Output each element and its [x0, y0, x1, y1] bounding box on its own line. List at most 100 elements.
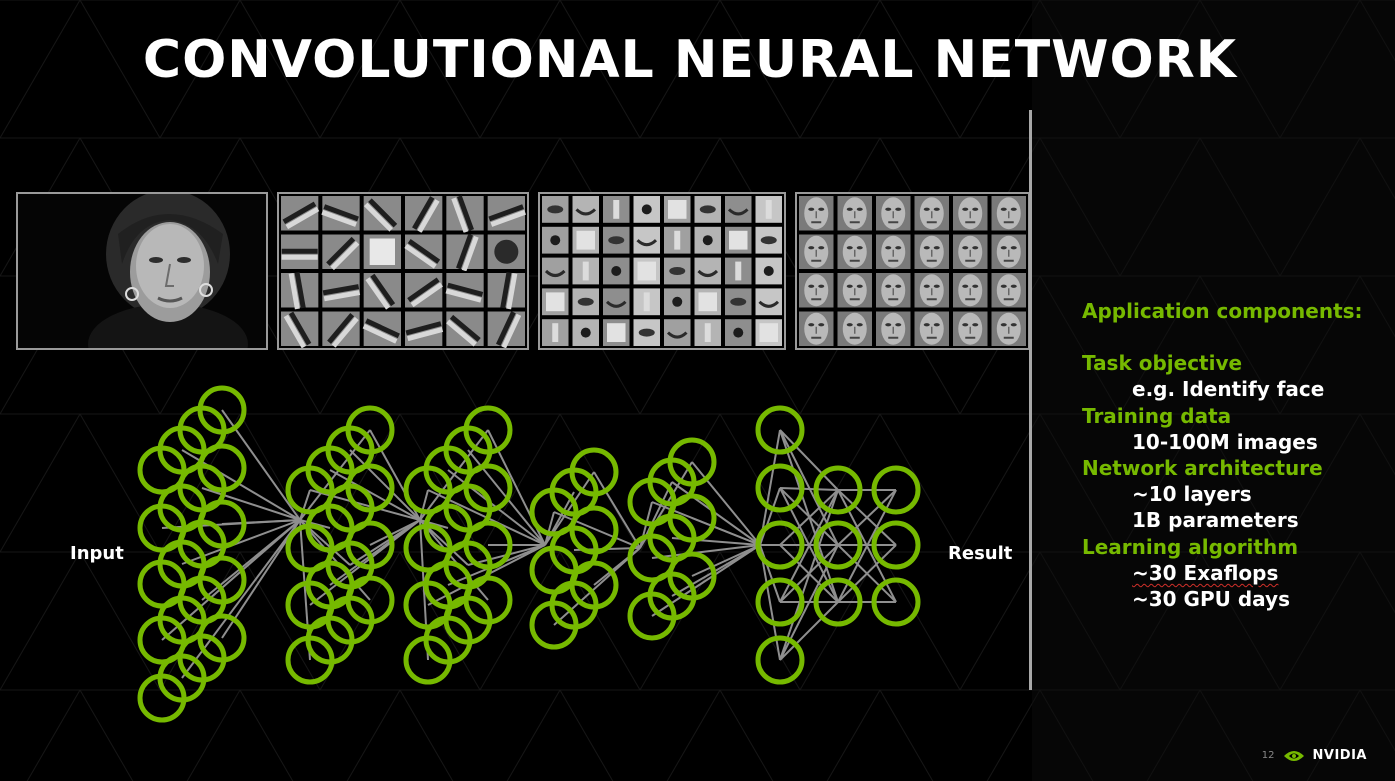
- connection-line: [161, 519, 301, 641]
- facial-part-features-panel: [538, 192, 786, 350]
- connection-line: [181, 519, 301, 679]
- facial-part-cell: [570, 224, 601, 256]
- facial-part-cell: [692, 224, 723, 256]
- facial-part-cell: [631, 194, 662, 225]
- connection-line: [299, 429, 371, 521]
- facial-part-cell: [723, 194, 754, 225]
- face-template-cell: [951, 194, 990, 233]
- network-architecture-heading: Network architecture: [1082, 456, 1323, 481]
- connection-line: [759, 429, 781, 546]
- facial-part-cell: [601, 194, 632, 225]
- neuron-circle: [627, 533, 677, 583]
- edge-filter-cell: [361, 271, 403, 310]
- facial-part-cell: [753, 194, 784, 225]
- connection-line: [779, 429, 839, 491]
- face-template-cell: [951, 232, 990, 271]
- face-template-cell: [874, 309, 913, 348]
- facial-part-cell: [692, 286, 723, 318]
- edge-filter-cell: [361, 194, 403, 233]
- connection-line: [779, 489, 839, 661]
- edge-filter-cell: [320, 232, 362, 271]
- page-number: 12: [1261, 750, 1275, 761]
- facial-part-cell: [692, 317, 723, 348]
- task-objective-value: e.g. Identify face: [1132, 377, 1325, 402]
- connection-line: [544, 491, 575, 546]
- facial-part-cell: [601, 255, 632, 287]
- neuron-circle: [529, 600, 579, 650]
- face-template-cell: [989, 194, 1028, 233]
- network-nodes: [137, 385, 921, 723]
- facial-part-cell: [540, 255, 571, 287]
- edge-filter-cell: [444, 194, 486, 233]
- connection-line: [779, 487, 839, 491]
- edge-filter-cell: [361, 309, 403, 348]
- edge-filters-panel: [277, 192, 529, 350]
- edge-filter-cell: [279, 271, 321, 310]
- edge-filter-cell: [485, 309, 527, 348]
- facial-part-cell: [540, 317, 571, 348]
- edge-filter-cell: [320, 194, 362, 233]
- edge-filter-cell: [403, 232, 445, 271]
- face-template-grid: [797, 194, 1028, 348]
- neuron-circle: [627, 591, 677, 641]
- facial-part-cell: [753, 286, 784, 318]
- neuron-circle: [755, 577, 805, 627]
- learning-algorithm-heading: Learning algorithm: [1082, 534, 1299, 559]
- facial-part-cell: [723, 255, 754, 287]
- neuron-circle: [285, 580, 335, 630]
- edge-filter-cell: [361, 232, 403, 271]
- edge-filter-cell: [485, 194, 527, 233]
- facial-part-cell: [753, 317, 784, 348]
- facial-part-cell: [692, 255, 723, 287]
- face-template-cell: [874, 232, 913, 271]
- facial-part-cell: [540, 224, 571, 256]
- connection-line: [691, 461, 761, 546]
- face-photo: [18, 194, 266, 348]
- facial-part-cell: [631, 224, 662, 256]
- facial-part-cell: [601, 317, 632, 348]
- connection-line: [349, 449, 421, 521]
- connection-line: [201, 487, 301, 521]
- facial-part-cell: [753, 224, 784, 256]
- connection-line: [329, 469, 421, 521]
- face-template-cell: [835, 309, 874, 348]
- neuron-circle: [871, 465, 921, 515]
- edge-filter-cell: [485, 271, 527, 310]
- connection-line: [593, 471, 641, 549]
- facial-part-cell: [753, 255, 784, 287]
- learning-exaflops-value: ~30 Exaflops: [1082, 560, 1392, 586]
- neuron-circle: [403, 635, 453, 685]
- edge-filter-cell: [403, 271, 445, 310]
- facial-part-cell: [692, 194, 723, 225]
- face-template-cell: [912, 271, 951, 310]
- edge-filter-cell: [279, 309, 321, 348]
- face-template-cell: [989, 271, 1028, 310]
- edge-filter-cell: [444, 309, 486, 348]
- connection-line: [651, 544, 761, 559]
- edge-filter-cell: [444, 232, 486, 272]
- facial-part-cell: [540, 286, 571, 318]
- facial-part-cell: [570, 286, 601, 318]
- face-template-cell: [797, 271, 836, 310]
- nvidia-wordmark: NVIDIA: [1312, 748, 1367, 763]
- connection-line: [544, 511, 555, 546]
- network-connections: [161, 409, 897, 679]
- neuron-circle: [871, 577, 921, 627]
- neuron-circle: [403, 523, 453, 573]
- neuron-circle: [871, 520, 921, 570]
- face-template-cell: [912, 309, 951, 348]
- face-template-cell: [835, 271, 874, 310]
- neuron-circle: [285, 635, 335, 685]
- facial-part-cell: [570, 317, 601, 348]
- face-template-cell: [912, 232, 951, 271]
- connection-line: [553, 547, 641, 626]
- connection-line: [553, 511, 641, 549]
- network-layers-value: ~10 layers: [1132, 482, 1252, 507]
- connection-line: [299, 489, 311, 521]
- connection-line: [309, 489, 421, 521]
- edge-filter-cell: [403, 309, 445, 348]
- facial-part-cell: [570, 194, 601, 225]
- components-heading: Application components:: [1082, 299, 1363, 323]
- connection-line: [691, 544, 761, 577]
